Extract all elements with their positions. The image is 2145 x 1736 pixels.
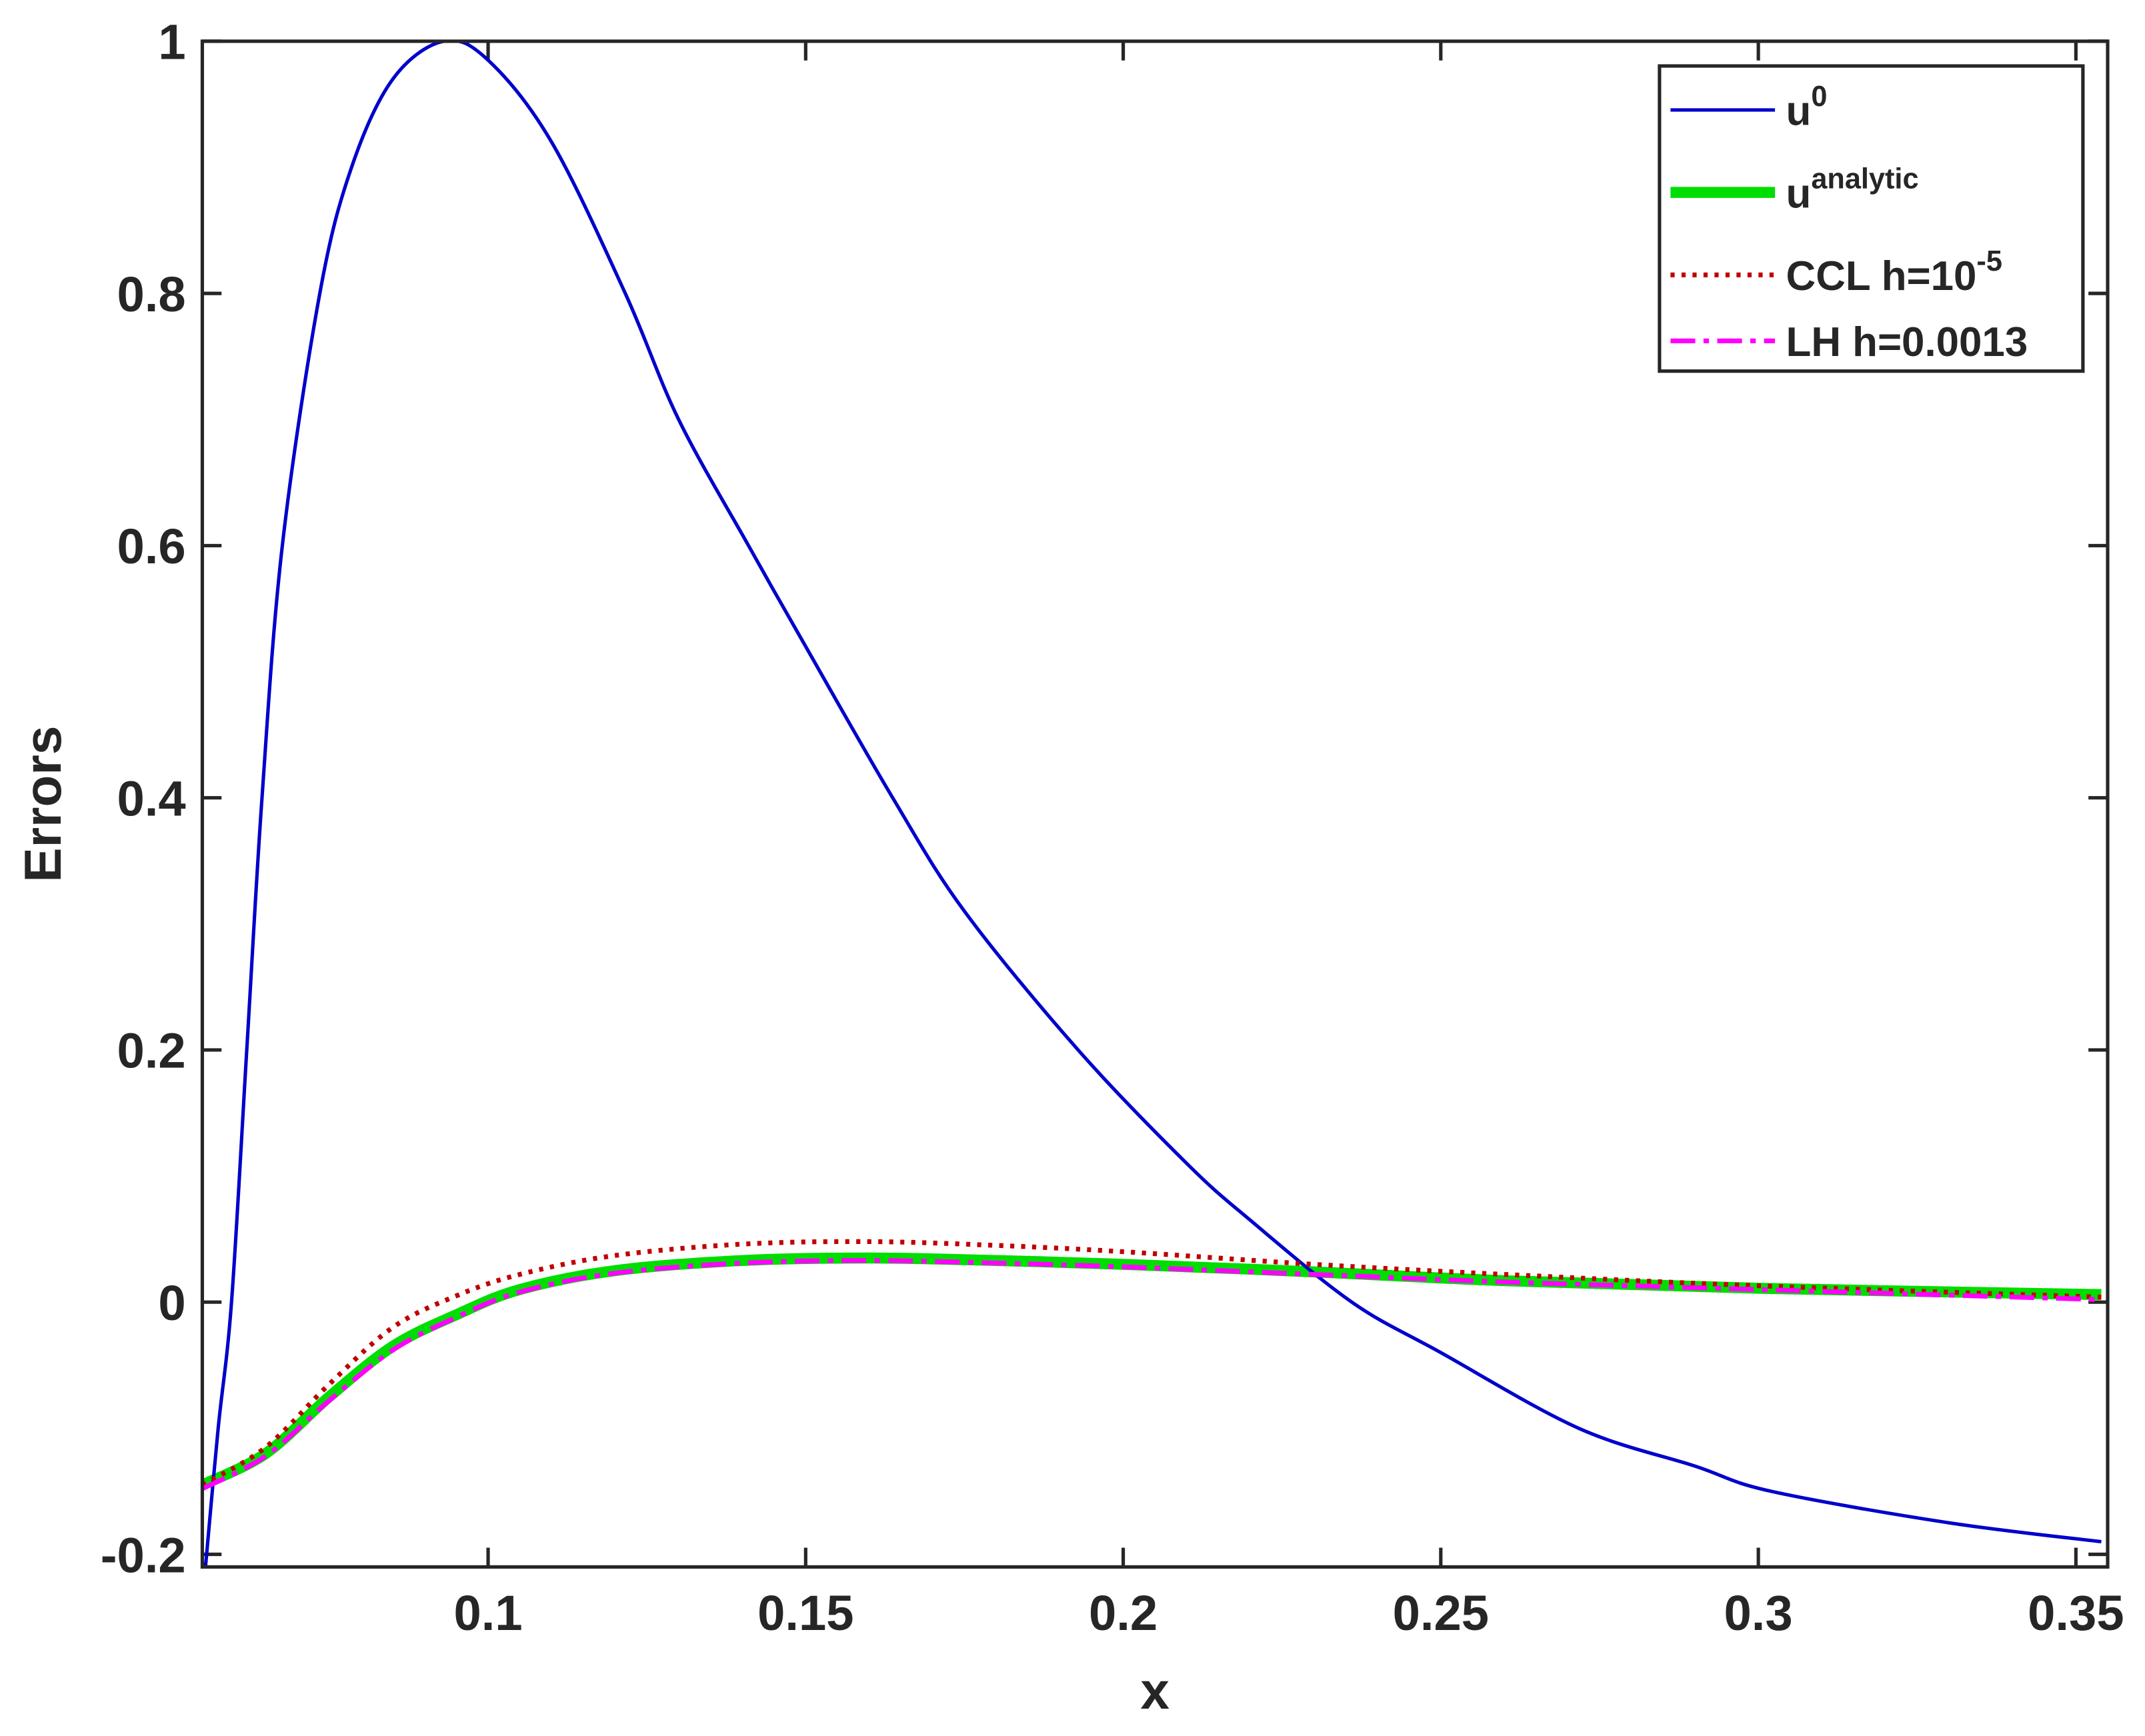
x-tick-label: 0.35 [2028,1585,2124,1641]
legend-name: CCL h=10 [1786,253,1977,299]
legend-label: CCL h=10-5 [1786,245,2002,299]
legend-box [1658,64,2085,373]
legend-label: uanalytic [1786,163,1919,217]
legend-name: u [1786,89,1812,135]
x-tick-label: 0.1 [453,1585,522,1641]
y-tick-label: -0.2 [101,1527,186,1583]
legend-name: u [1786,171,1812,217]
x-tick-label: 0.15 [757,1585,853,1641]
y-tick-label: 0.6 [117,519,185,574]
x-axis-label: x [1140,1661,1170,1720]
x-tick-label: 0.2 [1089,1585,1158,1641]
x-tick-label: 0.3 [1724,1585,1793,1641]
y-tick-label: 0.2 [117,1023,185,1079]
series-line [203,41,2102,1567]
y-tick-label: 0.4 [117,771,185,826]
series-line [202,1258,2102,1491]
series-line [202,1252,2102,1490]
y-tick-label: 1 [158,15,185,70]
series-line [202,1239,2102,1487]
y-tick-label: 0 [158,1275,185,1331]
plot-frame [200,39,2110,1569]
legend-label: u0 [1786,81,1828,135]
legend-superscript: -5 [1976,245,2002,277]
legend-label: LH h=0.0013 [1786,319,2028,365]
legend-name: LH h=0.0013 [1786,319,2028,365]
y-tick-label: 0.8 [117,267,185,322]
legend-superscript: analytic [1811,163,1918,195]
y-axis-label: Errors [13,726,72,883]
legend-superscript: 0 [1811,81,1827,113]
x-tick-label: 0.25 [1393,1585,1489,1641]
